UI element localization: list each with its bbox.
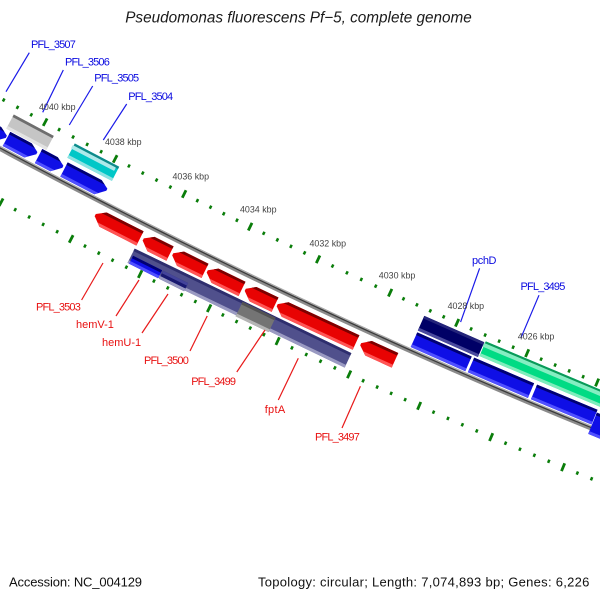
svg-text:4034 kbp: 4034 kbp	[240, 205, 277, 215]
svg-text:4028 kbp: 4028 kbp	[448, 301, 485, 311]
svg-text:4040 kbp: 4040 kbp	[39, 102, 76, 112]
svg-text:4032 kbp: 4032 kbp	[310, 238, 347, 248]
svg-text:fptA: fptA	[265, 404, 286, 416]
svg-text:hemU-1: hemU-1	[102, 337, 141, 349]
svg-text:PFL_3500: PFL_3500	[144, 355, 189, 367]
svg-text:4038 kbp: 4038 kbp	[105, 137, 142, 147]
svg-text:PFL_3507: PFL_3507	[31, 39, 76, 51]
svg-text:PFL_3504: PFL_3504	[128, 91, 173, 103]
svg-text:Pseudomonas fluorescens Pf−5,: Pseudomonas fluorescens Pf−5, complete g…	[125, 10, 472, 27]
svg-text:PFL_3497: PFL_3497	[315, 431, 360, 443]
svg-text:4036 kbp: 4036 kbp	[173, 172, 210, 182]
svg-text:Accession: NC_004129: Accession: NC_004129	[9, 575, 142, 590]
svg-text:pchD: pchD	[472, 255, 497, 267]
svg-text:PFL_3499: PFL_3499	[191, 376, 236, 388]
svg-text:PFL_3506: PFL_3506	[65, 57, 110, 69]
svg-text:PFL_3495: PFL_3495	[521, 281, 566, 293]
svg-text:4026 kbp: 4026 kbp	[518, 332, 555, 342]
svg-text:PFL_3505: PFL_3505	[94, 73, 139, 85]
svg-text:Topology: circular; Length: 7,: Topology: circular; Length: 7,074,893 bp…	[258, 575, 590, 590]
svg-text:hemV-1: hemV-1	[76, 319, 114, 331]
svg-text:PFL_3503: PFL_3503	[36, 302, 81, 314]
svg-text:4030 kbp: 4030 kbp	[379, 270, 416, 280]
